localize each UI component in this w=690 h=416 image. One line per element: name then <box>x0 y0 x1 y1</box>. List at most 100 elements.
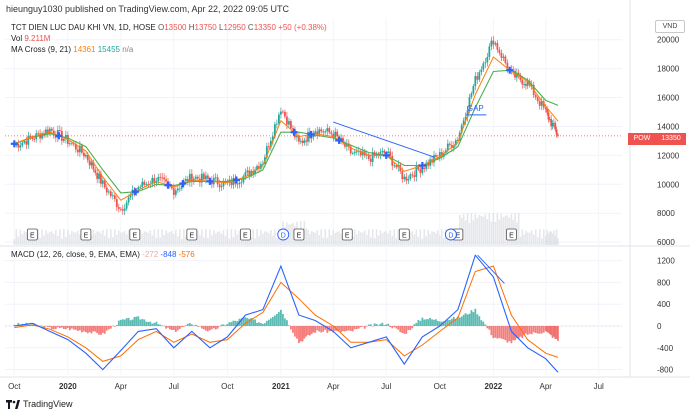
macd-histogram-bar <box>299 325 302 342</box>
earnings-marker[interactable]: E <box>506 228 517 241</box>
footer[interactable]: TradingView <box>6 399 73 410</box>
macd-histogram-bar <box>131 319 134 326</box>
earnings-marker[interactable]: E <box>341 228 353 241</box>
ma-slow-value: 15455 <box>97 45 120 54</box>
price-tick-label: 10000 <box>657 180 680 189</box>
volume-bar <box>19 229 22 245</box>
vol-value: 9.211M <box>24 34 51 43</box>
event-markers[interactable]: E E E E E E E E E ED D <box>26 228 517 241</box>
volume-bar <box>181 238 183 245</box>
macd-pane[interactable] <box>13 254 559 373</box>
macd-histogram-bar <box>456 316 459 326</box>
volume-bar <box>413 234 416 245</box>
macd-histogram-bar <box>218 325 221 327</box>
ma-fast-value: 14361 <box>73 45 96 54</box>
volume-bar <box>530 230 533 245</box>
candle-body <box>389 151 392 157</box>
macd-histogram-bar <box>252 319 255 326</box>
macd-histogram-bar <box>254 319 256 326</box>
macd-histogram-bar <box>523 325 525 336</box>
macd-histogram-bar <box>210 325 213 330</box>
macd-histogram-bar <box>373 323 376 326</box>
macd-histogram-bar <box>435 319 437 326</box>
macd-histogram-bar <box>540 325 543 334</box>
volume-bar <box>419 229 422 245</box>
volume-bar <box>254 238 256 245</box>
candle-body <box>498 49 501 53</box>
volume-bar <box>525 230 527 245</box>
volume-bar <box>75 232 77 245</box>
earnings-marker[interactable]: E <box>239 228 251 241</box>
macd-histogram-bar <box>411 325 414 329</box>
ma-cross-marker <box>55 132 63 140</box>
macd-histogram-bar <box>172 325 175 330</box>
macd-histogram-bar <box>135 316 138 326</box>
earnings-marker[interactable]: E <box>80 228 92 241</box>
macd-histogram-bar <box>554 325 557 339</box>
macd-histogram-bar <box>182 325 185 327</box>
macd-histogram-bar <box>550 325 553 336</box>
earnings-marker[interactable]: E <box>26 228 38 241</box>
macd-histogram-bar <box>113 325 116 327</box>
candle-body <box>98 173 100 179</box>
volume-bar <box>21 234 24 245</box>
volume-bar <box>125 234 128 245</box>
volume-bar <box>92 230 95 245</box>
time-tick-label: Apr <box>115 382 128 391</box>
macd-histogram-bar <box>98 325 100 335</box>
earnings-marker[interactable]: E <box>293 228 305 241</box>
volume-bar <box>37 229 39 245</box>
macd-histogram-bar <box>263 323 266 326</box>
price-pane[interactable]: GAP <box>5 36 622 216</box>
candle-body <box>74 143 77 150</box>
candle-body <box>320 129 323 132</box>
macd-trendline[interactable] <box>477 254 505 284</box>
volume-bar <box>268 233 270 245</box>
macd-label: MACD (12, 26, close, 9, EMA, EMA) <box>11 250 140 259</box>
volume-bar <box>153 229 156 245</box>
candle-body <box>83 152 85 157</box>
candle-body <box>314 131 317 135</box>
macd-histogram-bar <box>78 325 81 331</box>
trendline[interactable] <box>333 121 434 158</box>
candle-body <box>31 137 34 139</box>
macd-histogram-bar <box>149 321 152 326</box>
volume-bar <box>309 233 311 245</box>
earnings-marker[interactable]: E <box>129 228 141 241</box>
candle-body <box>440 152 443 157</box>
macd-histogram-bar <box>230 322 233 326</box>
macd-histogram-bar <box>551 325 554 339</box>
earnings-marker[interactable]: E <box>398 228 410 241</box>
volume-bar <box>110 229 112 245</box>
candle-body <box>468 97 471 111</box>
macd-histogram-bar <box>486 325 489 329</box>
macd-histogram-bar <box>425 319 428 326</box>
volume-bar <box>212 230 215 245</box>
macd-histogram-bar <box>506 325 509 343</box>
candle-body <box>176 188 179 191</box>
volume-bar <box>494 221 497 245</box>
dividend-marker[interactable]: D <box>444 228 457 241</box>
volume-bar <box>546 230 548 245</box>
ma-na-value: n/a <box>122 45 134 54</box>
macd-histogram-bar <box>123 319 126 326</box>
grid <box>0 0 690 378</box>
candle-body <box>196 176 199 179</box>
dividend-marker[interactable]: D <box>277 228 290 241</box>
candle-body <box>403 176 406 180</box>
earnings-marker[interactable]: E <box>186 228 198 241</box>
candle-body <box>476 76 479 80</box>
macd-histogram-bar <box>367 324 370 326</box>
macd-histogram-bar <box>56 325 59 328</box>
currency-badge[interactable]: VND <box>655 20 685 33</box>
macd-histogram-bar <box>236 321 239 326</box>
candle-body <box>419 169 422 173</box>
macd-histogram-bar <box>184 325 187 326</box>
macd-histogram-bar <box>468 313 471 326</box>
time-tick-label: Oct <box>434 382 447 391</box>
macd-histogram-bar <box>214 325 217 330</box>
macd-histogram-bar <box>488 325 491 330</box>
volume-bar <box>462 213 465 245</box>
macd-histogram-bar <box>361 325 364 327</box>
